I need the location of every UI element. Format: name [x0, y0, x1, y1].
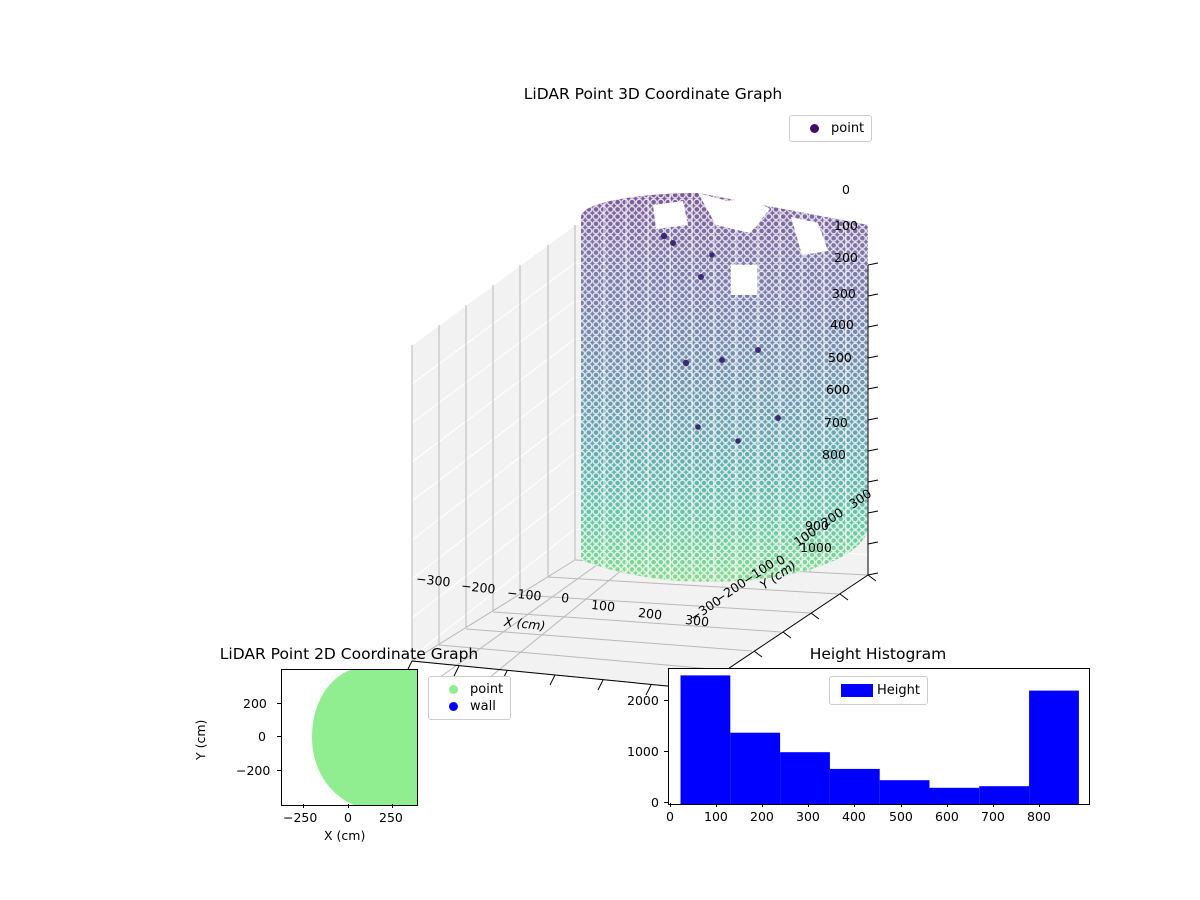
tickmark-2d-x-0: [303, 804, 304, 808]
tick-hist-x-8: 800: [1027, 809, 1051, 824]
hist-bar: [979, 786, 1030, 804]
axis-label-2d-x: X (cm): [324, 828, 366, 843]
legend-2d-label-wall: wall: [470, 699, 496, 714]
tickmark-hist-y-1: [664, 751, 668, 752]
tick-2d-y-1: 0: [258, 729, 266, 744]
panel-hist-title: Height Histogram: [809, 645, 947, 663]
tick-3d-z-2: 200: [834, 250, 858, 265]
axis-label-2d-y: Y (cm): [193, 719, 208, 760]
hist-bar: [730, 732, 781, 804]
legend-marker-point-icon: [436, 685, 470, 694]
tickmark-hist-x-6: [947, 803, 948, 807]
tick-hist-y-0: 0: [651, 795, 659, 810]
legend-swatch-height-icon: [837, 684, 877, 697]
axes-2d[interactable]: [281, 669, 418, 806]
tick-3d-z-7: 700: [824, 415, 848, 430]
point-cloud-2d: [312, 670, 417, 805]
tick-hist-y-1: 1000: [627, 744, 659, 759]
tick-3d-z-1: 100: [834, 218, 858, 233]
tick-hist-x-4: 400: [842, 809, 866, 824]
tick-2d-x-2: 250: [379, 810, 403, 825]
axes-3d-canvas: [406, 193, 879, 700]
histogram-bars: [680, 675, 1079, 804]
tickmark-2d-y-1: [277, 736, 281, 737]
axes-3d[interactable]: [398, 105, 908, 700]
tickmark-2d-x-1: [348, 804, 349, 808]
tick-3d-x-5: 200: [637, 605, 663, 623]
tick-2d-x-0: −250: [283, 810, 318, 825]
tick-hist-y-2: 2000: [627, 693, 659, 708]
legend-3d-label-point: point: [831, 121, 865, 136]
tickmark-2d-y-0: [277, 703, 281, 704]
tick-3d-z-8: 800: [822, 447, 846, 462]
axes-histogram-canvas: [680, 675, 1079, 804]
legend-hist-entry-height[interactable]: Height: [837, 681, 920, 700]
tickmark-hist-x-2: [762, 803, 763, 807]
tick-hist-x-2: 200: [750, 809, 774, 824]
tick-hist-x-5: 500: [889, 809, 913, 824]
tick-2d-y-2: −200: [236, 763, 271, 778]
legend-marker-wall-icon: [436, 702, 470, 711]
tick-hist-x-6: 600: [935, 809, 959, 824]
tickmark-hist-x-7: [993, 803, 994, 807]
tick-3d-z-6: 600: [826, 382, 850, 397]
tick-3d-z-3: 300: [832, 286, 856, 301]
legend-marker-point-icon: [797, 124, 831, 133]
tick-3d-x-3: 0: [560, 590, 570, 606]
legend-2d-entry-point[interactable]: point: [436, 681, 503, 698]
tickmark-hist-x-1: [716, 803, 717, 807]
hist-bar: [1029, 690, 1079, 804]
pane-xz: [411, 224, 576, 661]
hist-bar: [780, 752, 830, 804]
tick-3d-z-9: 900: [805, 518, 829, 533]
legend-2d[interactable]: point wall: [428, 676, 512, 720]
hist-bar: [680, 675, 731, 804]
axes-2d-canvas: [312, 670, 417, 805]
tickmark-hist-x-4: [854, 803, 855, 807]
pane-floor: [411, 559, 869, 696]
panel-3d-title: LiDAR Point 3D Coordinate Graph: [523, 85, 783, 103]
tickmark-hist-x-8: [1039, 803, 1040, 807]
tickmark-hist-y-2: [664, 700, 668, 701]
tick-3d-z-10: 1000: [800, 540, 832, 555]
tickmark-hist-y-0: [664, 802, 668, 803]
tick-3d-z-0: 0: [842, 182, 850, 197]
tickmark-hist-x-5: [901, 803, 902, 807]
legend-2d-entry-wall[interactable]: wall: [436, 698, 503, 715]
tick-hist-x-3: 300: [796, 809, 820, 824]
legend-3d-entry-point[interactable]: point: [797, 120, 864, 137]
legend-2d-label-point: point: [470, 682, 504, 697]
tick-3d-x-4: 100: [590, 597, 616, 615]
legend-hist-label-height: Height: [877, 683, 920, 698]
hist-bar: [829, 768, 880, 804]
tickmark-2d-y-2: [277, 770, 281, 771]
tick-hist-x-1: 100: [704, 809, 728, 824]
hist-bar: [879, 780, 930, 804]
point-cloud-3d: [581, 193, 868, 583]
tickmark-hist-x-0: [670, 803, 671, 807]
tickmark-2d-x-2: [392, 804, 393, 808]
panel-2d-title: LiDAR Point 2D Coordinate Graph: [219, 645, 479, 663]
tick-2d-x-1: 0: [344, 810, 352, 825]
tick-hist-x-7: 700: [981, 809, 1005, 824]
tickmark-hist-x-3: [808, 803, 809, 807]
legend-histogram[interactable]: Height: [829, 676, 928, 705]
legend-3d[interactable]: point: [789, 115, 873, 142]
tick-hist-x-0: 0: [666, 809, 674, 824]
hist-bar: [929, 787, 980, 804]
tick-3d-z-4: 400: [830, 317, 854, 332]
tick-3d-z-5: 500: [828, 350, 852, 365]
tick-2d-y-0: 200: [243, 696, 267, 711]
